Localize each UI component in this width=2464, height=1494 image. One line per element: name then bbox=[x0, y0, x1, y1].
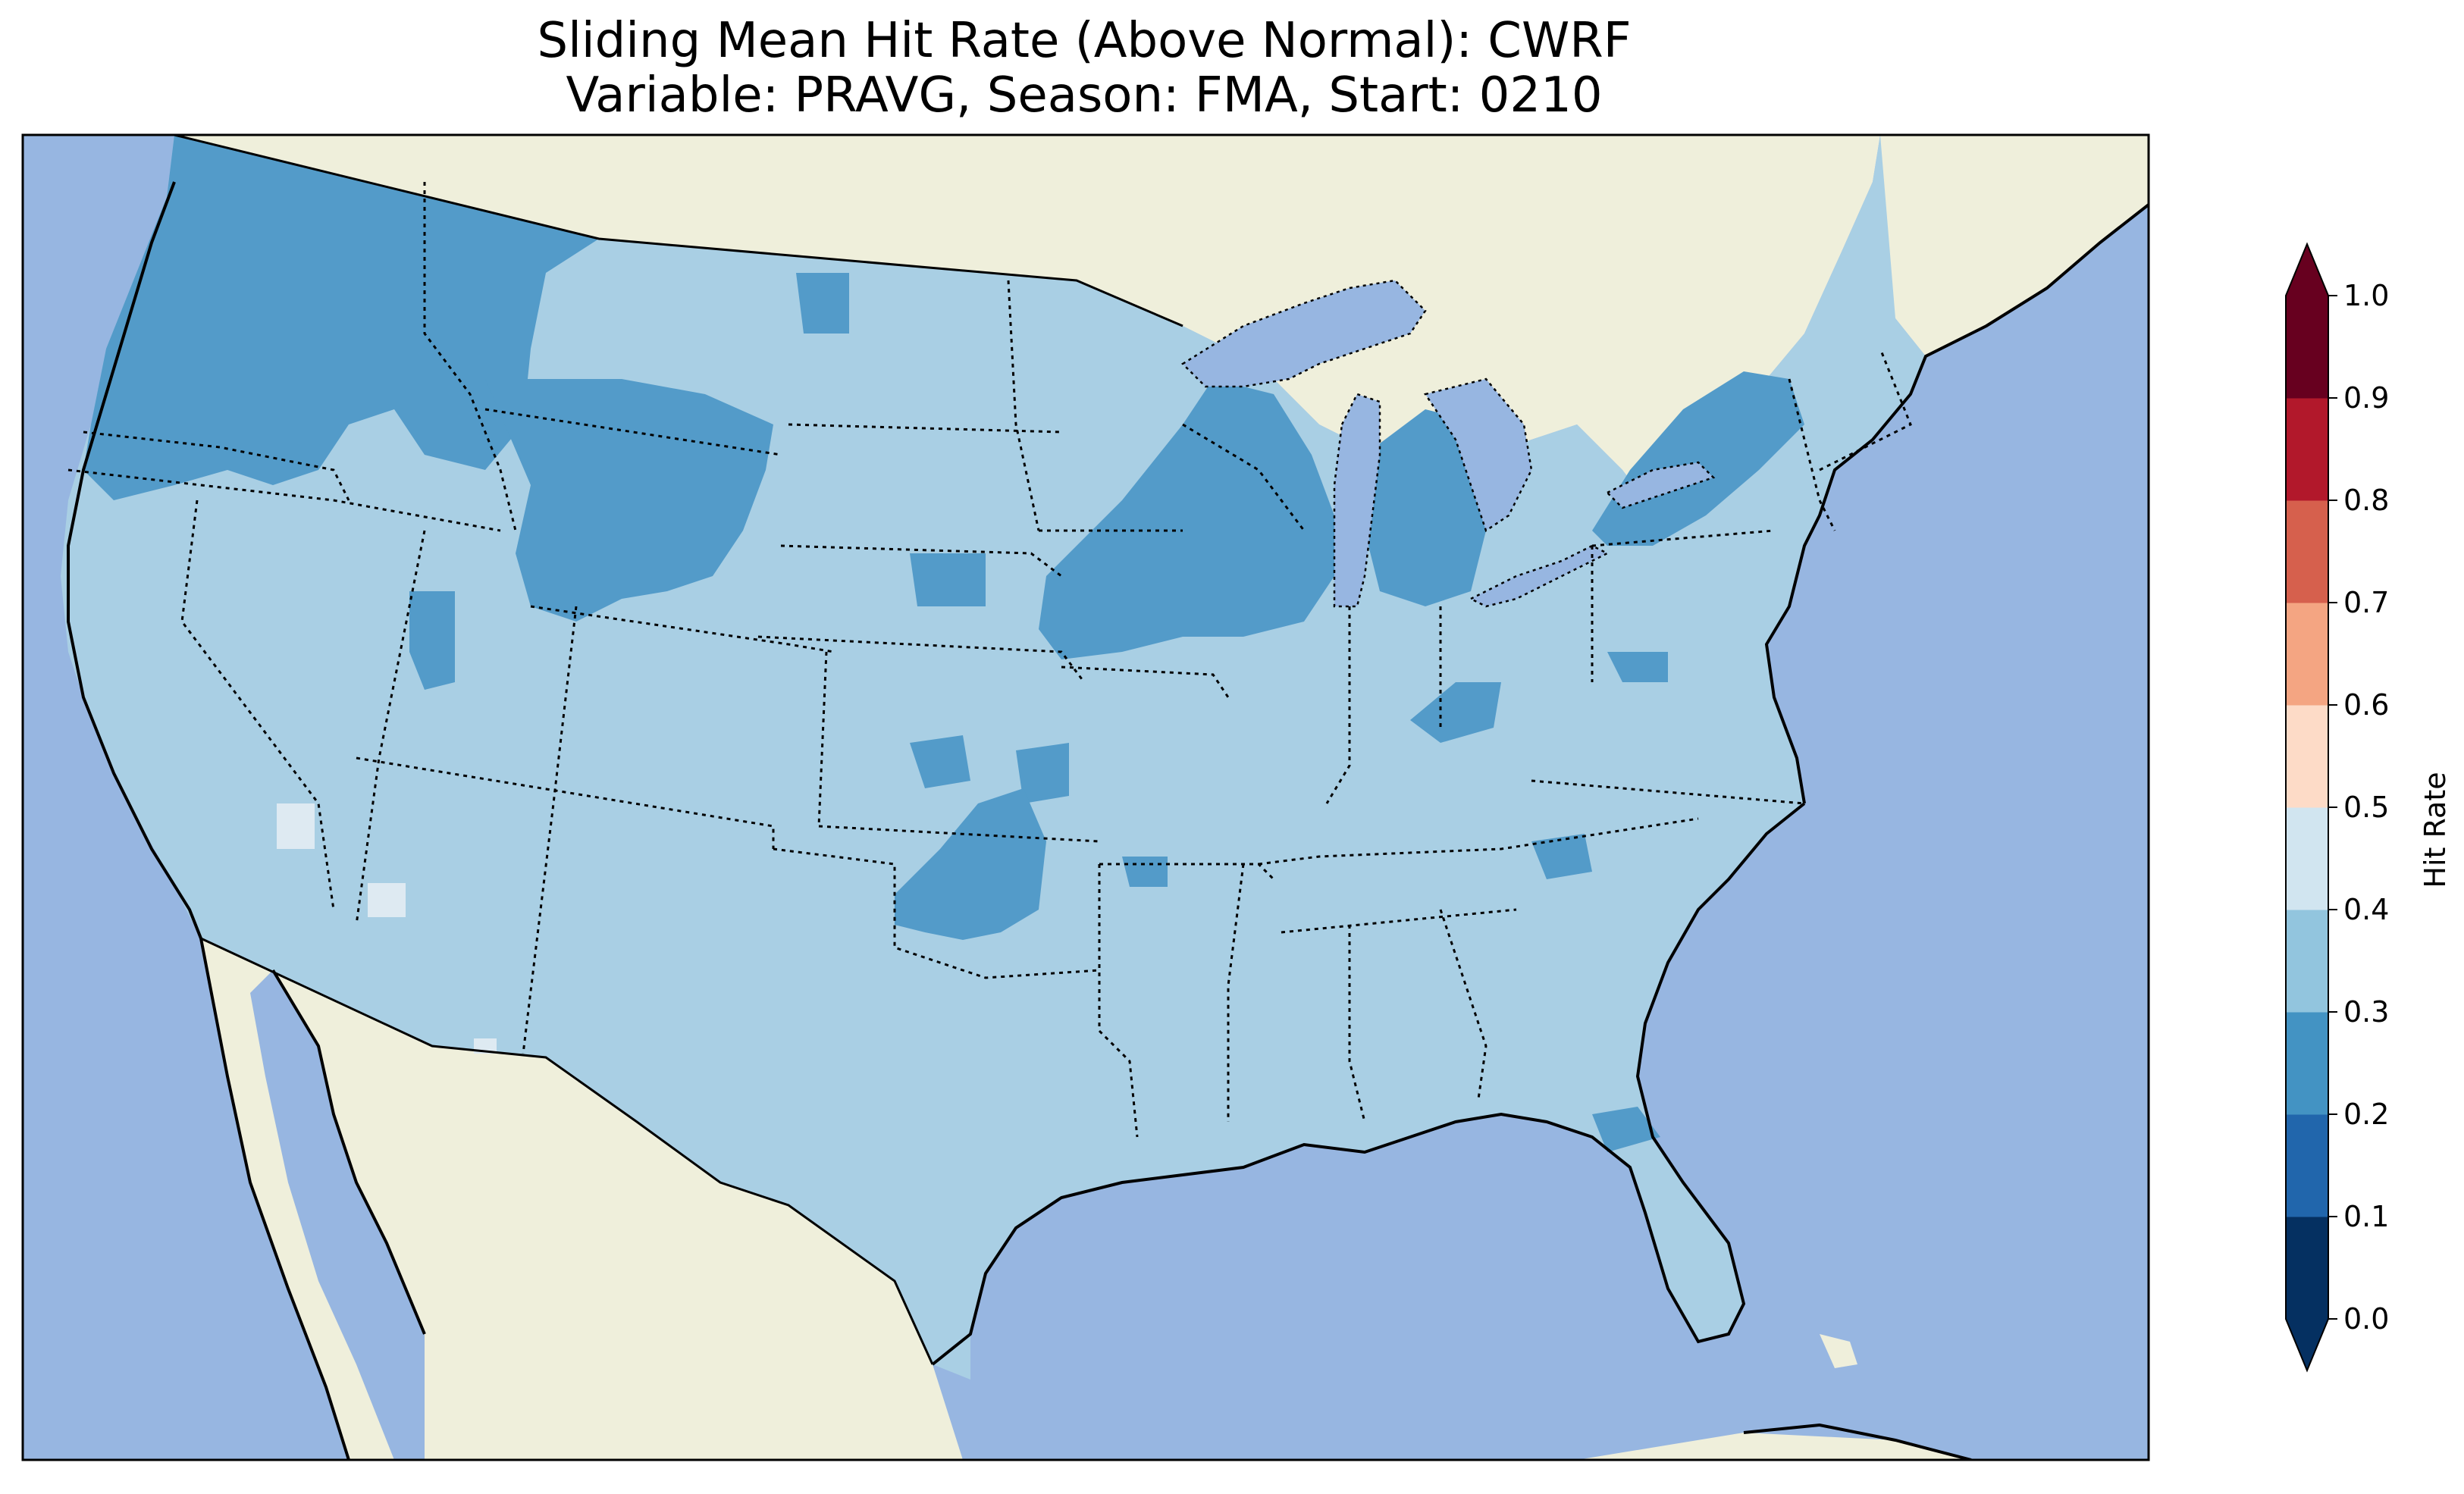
state-line-al-ms-tn bbox=[1281, 908, 1517, 934]
colorbar-tick-label: 0.4 bbox=[2343, 893, 2389, 926]
lake-erie bbox=[1469, 544, 1610, 608]
gulf-of-california-coast bbox=[271, 969, 426, 1335]
colorbar-tick-label: 1.0 bbox=[2343, 279, 2389, 312]
colorbar-segment bbox=[2286, 500, 2328, 603]
colorbar-tick-label: 0.6 bbox=[2343, 688, 2389, 722]
colorbar-extend-min bbox=[2286, 1319, 2328, 1370]
map-title-line-1: Sliding Mean Hit Rate (Above Normal): CW… bbox=[537, 13, 1632, 69]
gulf-of-california bbox=[250, 970, 425, 1460]
colorbar-segment bbox=[2286, 1012, 2328, 1115]
dark-carolina bbox=[1531, 834, 1592, 879]
dark-north-dakota bbox=[796, 273, 849, 334]
light-nevada bbox=[277, 803, 315, 849]
coastlines bbox=[67, 181, 2149, 1460]
colorbar: 0.0 0.1 0.2 0.3 0.4 0.5 0.6 0.7 0.8 0.9 1.0 bbox=[2285, 242, 2389, 1373]
us-mexico-border bbox=[200, 937, 934, 1365]
great-lakes bbox=[1181, 279, 1716, 608]
colorbar-segment bbox=[2286, 603, 2328, 706]
colorbar-segment bbox=[2286, 807, 2328, 910]
state-line-tn-ky bbox=[1258, 817, 1699, 866]
state-line-ne-ks bbox=[757, 635, 1086, 683]
light-arizona bbox=[368, 883, 406, 917]
colorbar-tick-label: 0.3 bbox=[2343, 995, 2389, 1029]
map-frame bbox=[21, 133, 2150, 1461]
colorbar-segment bbox=[2286, 398, 2328, 501]
state-line-va-nc bbox=[1531, 779, 1805, 805]
west-coast bbox=[67, 181, 202, 939]
state-borders bbox=[67, 182, 1912, 1138]
lake-huron bbox=[1423, 377, 1533, 532]
colorbar-extend-max bbox=[2286, 244, 2328, 296]
state-line-wa-or bbox=[83, 431, 350, 501]
dark-kansas bbox=[910, 735, 970, 788]
state-line-il-in bbox=[1325, 606, 1351, 804]
national-borders bbox=[174, 135, 1183, 1365]
state-line-ks-ok bbox=[818, 825, 1100, 843]
dark-new-york bbox=[1592, 371, 1804, 546]
colorbar-segment bbox=[2286, 296, 2328, 399]
dark-ohio-valley bbox=[1410, 682, 1501, 743]
dark-iowa-wisconsin bbox=[1039, 379, 1334, 659]
state-line-co-nm-ks bbox=[817, 651, 828, 827]
lake-michigan bbox=[1333, 393, 1381, 608]
state-line-nd-sd bbox=[788, 423, 1062, 434]
dark-south-dakota bbox=[910, 553, 986, 606]
state-line-new-england bbox=[1819, 348, 1912, 471]
dark-florida bbox=[1592, 1107, 1660, 1152]
lake-superior bbox=[1181, 279, 1427, 388]
colorbar-segment bbox=[2286, 910, 2328, 1013]
colorbar-tick-label: 0.9 bbox=[2343, 381, 2389, 415]
colorbar-tick-label: 0.8 bbox=[2343, 484, 2389, 517]
dark-idaho bbox=[409, 591, 455, 690]
east-coast bbox=[1764, 203, 2149, 804]
lake-ontario bbox=[1605, 461, 1716, 509]
state-line-ca-nv bbox=[180, 500, 335, 910]
cuba-coast bbox=[1743, 1423, 1972, 1460]
colorbar-label: Hit Rate bbox=[2419, 772, 2452, 888]
land-cuba bbox=[1577, 1433, 1971, 1460]
colorbar-segment bbox=[2286, 1217, 2328, 1320]
dark-kansas-east bbox=[1016, 743, 1069, 803]
gulf-coast bbox=[931, 802, 1806, 1366]
state-line-ga bbox=[1439, 909, 1487, 1100]
state-line-al bbox=[1348, 925, 1366, 1123]
state-line-or-ca-nv bbox=[67, 468, 501, 532]
state-line-mn-nd bbox=[1007, 280, 1040, 531]
dark-virginia bbox=[1607, 652, 1668, 682]
map-title-line-2: Variable: PRAVG, Season: FMA, Start: 021… bbox=[566, 67, 1603, 124]
state-line-ar-la bbox=[1098, 864, 1139, 1138]
land-bahamas bbox=[1820, 1334, 1857, 1368]
colorbar-tick-label: 0.0 bbox=[2343, 1302, 2389, 1336]
dark-montana-wyoming bbox=[485, 379, 773, 622]
state-line-wy-co bbox=[530, 605, 835, 653]
state-line-id-mt bbox=[423, 182, 517, 531]
colorbar-segment bbox=[2286, 1114, 2328, 1217]
map-panel bbox=[23, 135, 2149, 1460]
state-line-pa-ny bbox=[1591, 529, 1775, 547]
hitrate-0.2-0.3-regions bbox=[83, 135, 1804, 1152]
baja-coast bbox=[199, 938, 350, 1460]
colorbar-segment bbox=[2286, 705, 2328, 808]
dark-oklahoma bbox=[895, 788, 1046, 940]
colorbar-tick-label: 0.1 bbox=[2343, 1200, 2389, 1233]
land-maritimes bbox=[1873, 135, 2149, 356]
dark-pacific-northwest bbox=[83, 135, 599, 500]
colorbar-tick-label: 0.2 bbox=[2343, 1098, 2389, 1131]
state-line-nv-ut bbox=[355, 530, 426, 926]
us-canada-border bbox=[174, 135, 1183, 327]
state-line-sd-ne bbox=[780, 544, 1062, 578]
state-line-ia-mo bbox=[1061, 666, 1230, 698]
colorbar-tick-label: 0.7 bbox=[2343, 586, 2389, 619]
dark-arkansas bbox=[1122, 857, 1168, 887]
colorbar-tick-label: 0.5 bbox=[2343, 791, 2389, 824]
